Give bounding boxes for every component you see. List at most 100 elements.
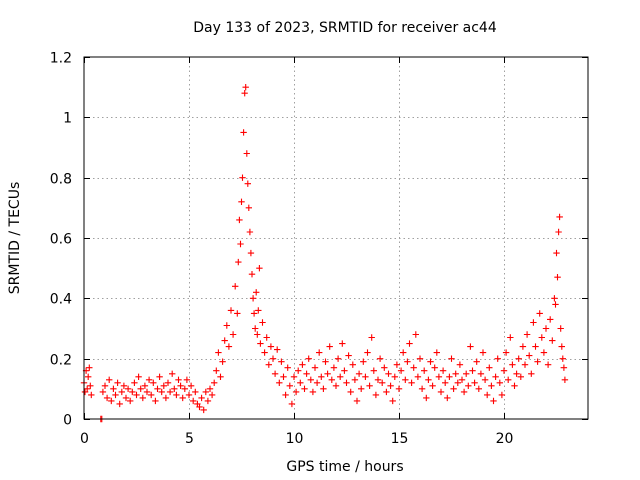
data-point	[353, 397, 361, 405]
data-point	[557, 325, 564, 332]
data-point	[305, 355, 312, 362]
data-point	[261, 349, 268, 356]
data-point	[160, 382, 167, 389]
y-tick-label: 0.6	[50, 232, 72, 248]
data-point	[187, 382, 195, 389]
data-point	[544, 361, 552, 368]
data-point	[280, 373, 287, 380]
data-point	[511, 382, 518, 389]
data-point	[347, 388, 354, 396]
data-point	[435, 373, 443, 380]
data-point	[484, 391, 491, 399]
data-point	[278, 358, 285, 365]
data-point	[490, 397, 497, 405]
data-point	[385, 370, 392, 377]
data-point	[486, 364, 493, 371]
data-point	[431, 364, 438, 371]
data-point	[166, 388, 174, 396]
data-point	[555, 228, 562, 236]
data-point	[248, 271, 256, 278]
data-point	[274, 346, 281, 353]
data-point	[127, 397, 134, 405]
data-point	[198, 394, 205, 402]
data-point	[469, 367, 476, 374]
data-point	[200, 406, 207, 414]
data-point	[316, 349, 323, 356]
data-point	[257, 340, 264, 347]
data-point	[313, 379, 321, 386]
data-point	[429, 382, 436, 389]
data-point	[498, 391, 506, 399]
data-point	[236, 216, 243, 224]
y-tick-label: 1	[63, 111, 72, 127]
data-point	[343, 379, 350, 386]
data-point	[183, 376, 191, 383]
data-point	[175, 376, 182, 383]
data-point	[243, 150, 250, 157]
data-point	[249, 295, 257, 302]
data-point	[85, 373, 92, 380]
data-point	[339, 340, 346, 347]
data-point	[141, 382, 149, 389]
data-point	[276, 379, 283, 386]
y-tick-label: 0.4	[50, 292, 72, 308]
data-point	[334, 355, 342, 362]
data-point	[389, 397, 396, 405]
y-axis-label: SRMTID / TECUs	[7, 182, 23, 295]
x-tick-label: 20	[496, 431, 514, 447]
data-point	[456, 361, 464, 368]
data-point	[408, 379, 415, 386]
data-point	[351, 376, 359, 383]
data-point	[253, 289, 260, 296]
data-point	[355, 370, 363, 377]
data-point	[87, 382, 94, 389]
data-point	[86, 364, 93, 371]
data-point	[328, 376, 335, 383]
data-point	[204, 397, 212, 405]
data-point	[88, 391, 95, 399]
data-point	[244, 180, 251, 187]
data-point	[99, 388, 107, 396]
y-tick-label: 1.2	[50, 51, 72, 67]
data-point	[238, 198, 245, 205]
data-point	[418, 385, 426, 392]
data-point	[460, 388, 468, 396]
data-point	[116, 400, 123, 408]
data-point	[120, 382, 128, 389]
data-point	[173, 391, 180, 399]
data-point	[402, 376, 409, 383]
data-point	[465, 382, 472, 389]
data-point	[370, 367, 377, 374]
data-point	[467, 343, 474, 350]
data-point	[391, 373, 398, 380]
data-point	[412, 331, 419, 338]
data-point	[225, 343, 233, 350]
data-point	[269, 355, 277, 362]
data-point	[536, 310, 543, 317]
data-point	[202, 388, 209, 396]
data-point	[250, 310, 258, 317]
data-point	[122, 394, 130, 402]
data-point	[383, 388, 390, 396]
y-tick-labels: 0 0.2 0.4 0.6 0.8 1 1.2	[50, 51, 72, 429]
data-point	[376, 355, 384, 362]
data-point	[112, 391, 119, 399]
grid-lines	[84, 57, 588, 419]
data-point	[254, 331, 261, 338]
data-point	[324, 370, 331, 377]
data-point	[129, 388, 136, 396]
x-tick-label: 10	[286, 431, 304, 447]
data-point	[211, 379, 218, 386]
data-point	[481, 376, 489, 383]
data-point	[247, 249, 255, 257]
data-point	[131, 379, 138, 386]
data-point	[494, 355, 501, 362]
data-point	[263, 334, 270, 341]
data-point	[410, 364, 417, 371]
data-point	[145, 376, 153, 383]
data-point	[421, 367, 428, 374]
data-point	[387, 382, 394, 389]
x-tick-label: 15	[391, 431, 409, 447]
data-point	[532, 343, 539, 350]
data-point	[393, 361, 401, 368]
